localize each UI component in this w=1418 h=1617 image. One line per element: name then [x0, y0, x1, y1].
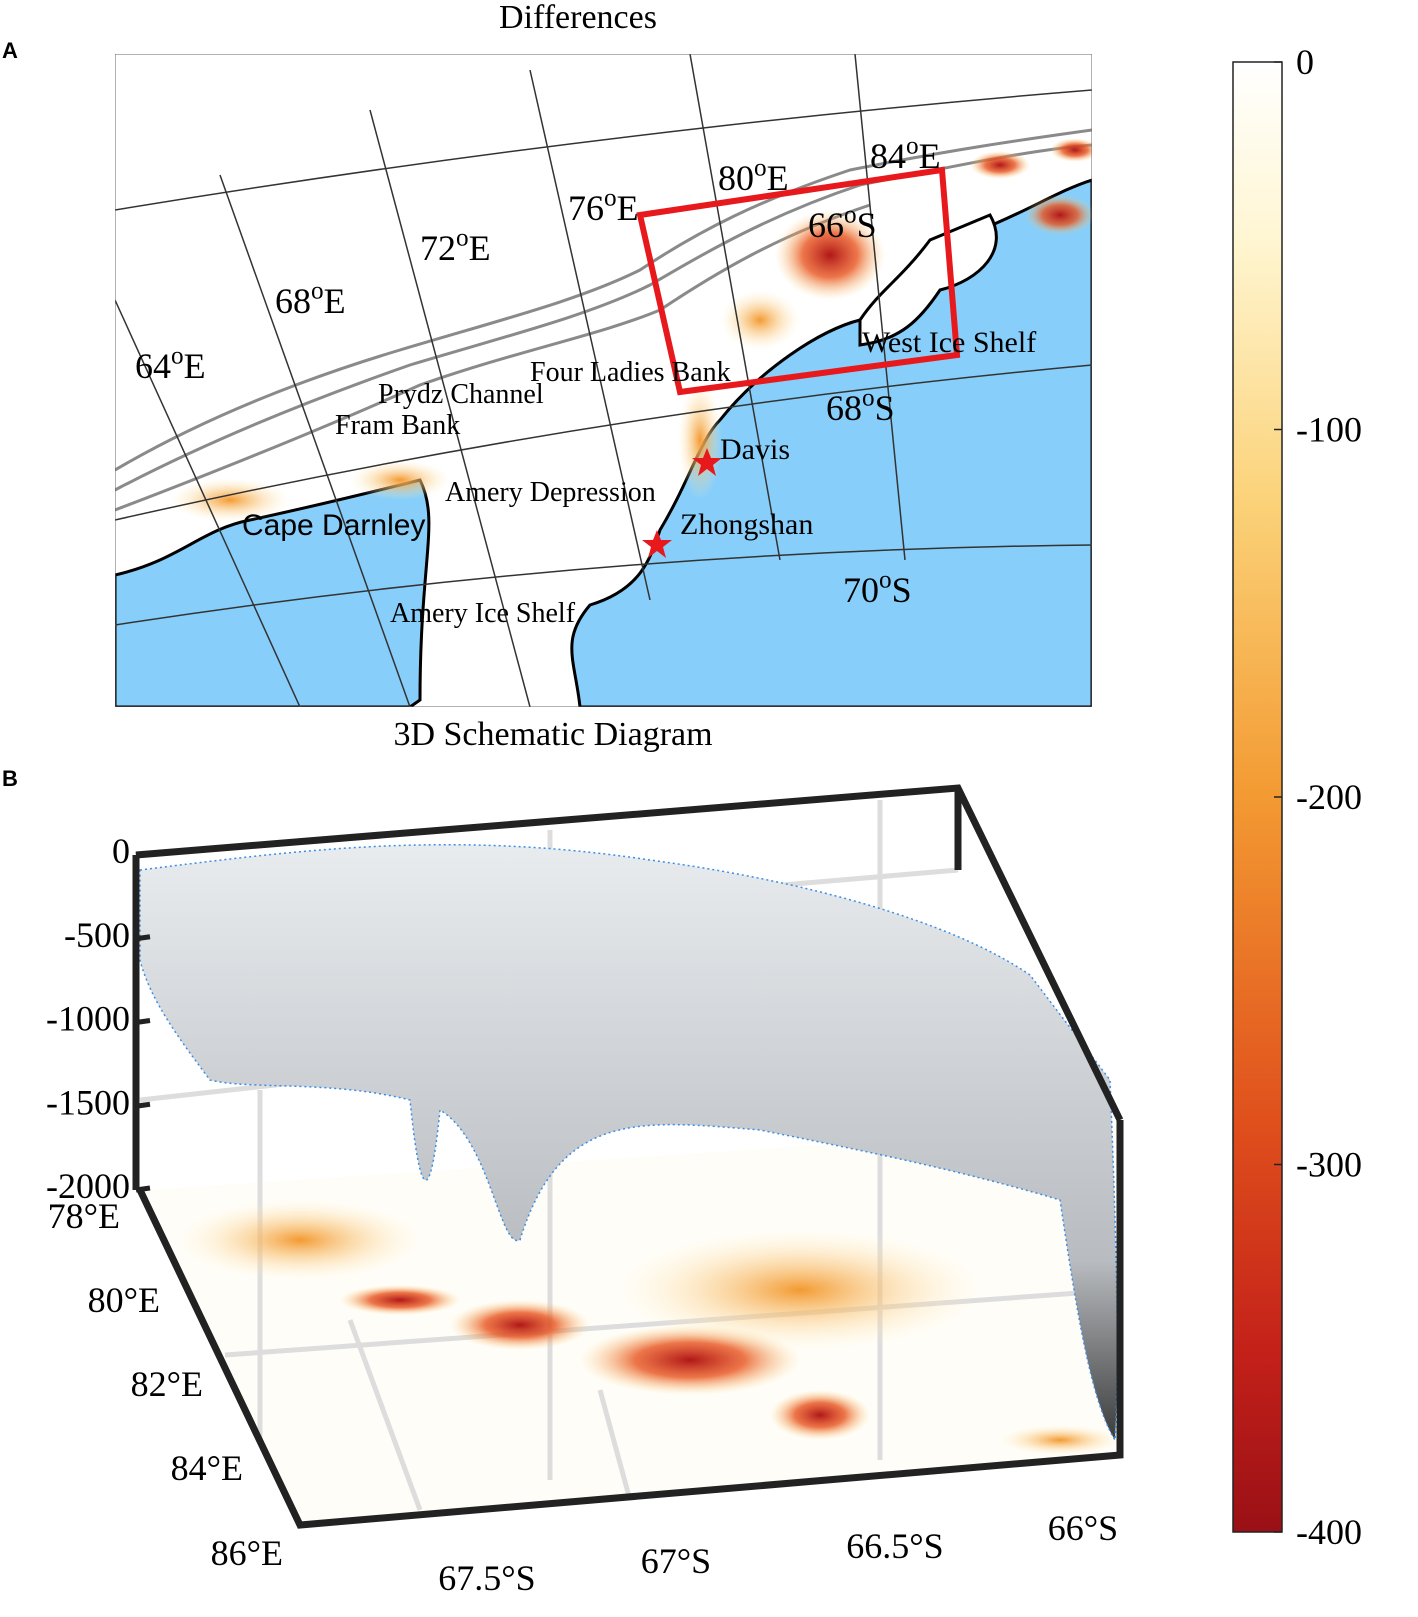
ice-shelf [858, 213, 998, 347]
colorbar-tick-label: -100 [1296, 410, 1362, 450]
anomalies [775, 138, 1092, 300]
lat-tick-label: 66.5°S [846, 1526, 943, 1566]
degrees: 84 [870, 136, 906, 176]
colorbar [1232, 61, 1283, 1533]
depth-tick-label: -1000 [46, 999, 130, 1039]
degree-sign: o [604, 185, 617, 212]
place-name: Cape Darnley [242, 509, 425, 542]
lat-tick-label: 66°S [1048, 1508, 1118, 1548]
panel-title: Differences [499, 0, 657, 36]
lon-tick-label: 82°E [131, 1364, 203, 1404]
depth-tick-label: -1500 [46, 1082, 130, 1122]
degree-sign: o [311, 278, 324, 305]
depth-tick [135, 934, 151, 942]
degree-sign: o [906, 133, 919, 160]
lon-tick-label: 78°E [48, 1196, 120, 1236]
degree-sign: o [862, 385, 875, 412]
floor-anomalies [340, 1285, 870, 1440]
hemisphere: E [324, 281, 346, 321]
lon-tick-label: 80°E [88, 1280, 160, 1320]
degrees: 72 [420, 228, 456, 268]
place-name: West Ice Shelf [862, 326, 1036, 359]
degrees: 68 [275, 281, 311, 321]
coordinate-label: 76oE [568, 185, 639, 228]
coordinate-label: 80oE [718, 155, 789, 198]
hemisphere: E [617, 188, 639, 228]
place-name: Amery Ice Shelf [390, 598, 576, 629]
place-name: Amery Depression [445, 477, 656, 508]
hemisphere: E [767, 158, 789, 198]
coordinate-label: 70oS [843, 567, 912, 610]
lon-tick-label: 84°E [171, 1448, 243, 1488]
lon-tick-label: 86°E [211, 1533, 283, 1573]
place-name: Prydz Channel [378, 379, 544, 410]
coordinate-label: 68oE [275, 278, 346, 321]
degrees: 76 [568, 188, 604, 228]
panel-label: A [2, 38, 18, 63]
colorbar-tick-label: -300 [1296, 1145, 1362, 1185]
colorbar-tick-label: -200 [1296, 777, 1362, 817]
study-box [636, 166, 961, 396]
coordinate-label: 84oE [870, 133, 941, 176]
degree-sign: o [754, 155, 767, 182]
depth-tick-label: 0 [112, 831, 130, 871]
coordinate-label: 72oE [420, 225, 491, 268]
place-name: Fram Bank [335, 410, 460, 441]
floor-anomalies [180, 1200, 1120, 1455]
place-name: Four Ladies Bank [530, 357, 731, 388]
bathymetry-surface [139, 843, 1118, 1443]
panel-label: B [2, 766, 18, 791]
degrees: 68 [826, 388, 862, 428]
hemisphere: E [919, 136, 941, 176]
lat-tick-label: 67°S [641, 1541, 711, 1581]
degree-sign: o [456, 225, 469, 252]
degree-sign: o [879, 567, 892, 594]
degrees: 64 [135, 346, 171, 386]
degree-sign: o [171, 343, 184, 370]
depth-tick-label: -2000 [46, 1166, 130, 1206]
degrees: 66 [808, 205, 844, 245]
hemisphere: E [184, 346, 206, 386]
depth-tick [135, 1101, 151, 1109]
depth-tick [135, 850, 151, 858]
coordinate-label: 68oS [826, 385, 895, 428]
box-3d [132, 784, 1124, 1529]
place-name: Davis [720, 433, 790, 466]
lat-tick-label: 67.5°S [438, 1558, 535, 1598]
coordinate-label: 66oS [808, 202, 877, 245]
degrees: 70 [843, 570, 879, 610]
stations [642, 448, 722, 558]
hemisphere: E [469, 228, 491, 268]
degree-sign: o [844, 202, 857, 229]
depth-tick-label: -500 [64, 915, 130, 955]
panel-title: 3D Schematic Diagram [393, 716, 712, 753]
map [115, 54, 1092, 707]
degrees: 80 [718, 158, 754, 198]
hemisphere: S [892, 570, 912, 610]
hemisphere: S [875, 388, 895, 428]
colorbar-tick-label: 0 [1296, 42, 1314, 82]
hemisphere: S [857, 205, 877, 245]
depth-tick [135, 1185, 151, 1193]
place-name: Zhongshan [680, 508, 813, 541]
depth-tick [135, 1018, 151, 1025]
graticule [115, 54, 1092, 707]
colorbar-tick-label: -400 [1296, 1512, 1362, 1552]
coordinate-label: 64oE [135, 343, 206, 386]
